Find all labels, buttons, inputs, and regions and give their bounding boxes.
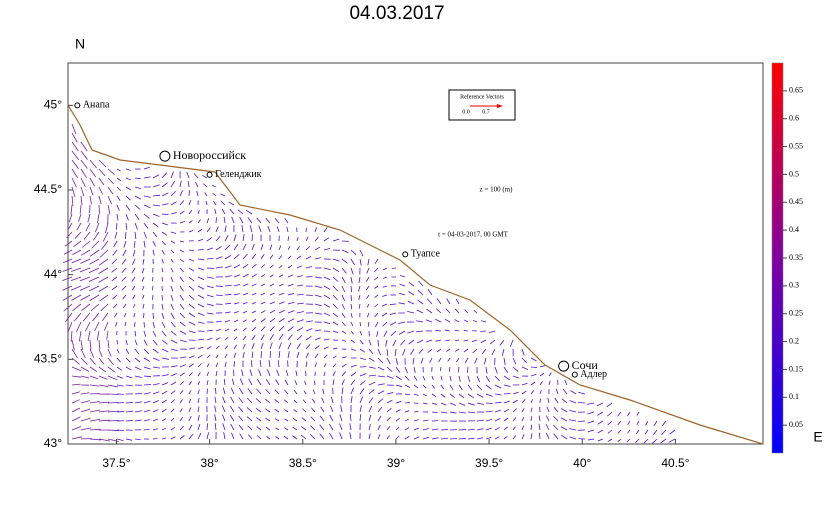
current-vector [152,277,153,281]
current-vector [351,295,352,301]
current-vector [306,295,313,296]
city-marker [160,151,170,161]
colorbar-label: 0.25 [789,309,803,318]
city-label: Геленджик [215,169,262,180]
current-vector [459,438,466,439]
y-tick-label: 44° [44,267,62,281]
city-label: Туапсе [411,249,441,260]
x-tick-label: 38° [201,456,219,470]
y-tick-label: 44.5° [34,182,62,196]
x-tick-label: 39° [387,456,405,470]
city-label: Новороссийск [173,148,246,162]
current-vector [144,384,151,385]
city-marker [207,172,212,177]
current-vector [486,403,493,404]
city-marker [559,361,569,371]
y-tick-label: 45° [44,98,62,112]
current-vector [225,294,231,295]
current-vector [432,412,438,413]
city-marker [403,252,408,257]
current-vector [126,420,133,421]
x-tick-label: 37.5° [102,456,130,470]
colorbar-label: 0.15 [789,364,803,373]
colorbar-label: 0.05 [789,420,803,429]
current-vector [99,205,100,214]
current-vector [578,402,585,403]
current-vector [189,190,190,196]
x-tick-label: 40° [573,456,591,470]
current-vector [481,331,486,332]
y-tick-label: 43.5° [34,352,62,366]
current-vector [162,277,163,282]
current-vector [531,367,537,368]
depth-note: z = 100 (m) [480,186,514,194]
city-label: Адлер [580,369,607,380]
colorbar-label: 0.4 [789,225,799,234]
current-vector [450,438,457,439]
reference-title: Reference Vectors [460,93,504,100]
city-marker [75,103,80,108]
current-vector [578,421,585,422]
current-vector [215,388,216,394]
reference-box: Reference Vectors 0.0 0.7 [449,90,515,120]
colorbar-label: 0.5 [789,169,799,178]
colorbar-label: 0.2 [789,336,799,345]
y-tick-label: 43° [44,436,62,450]
north-label: N [75,36,85,52]
time-note: t = 04-03-2017, 00 GMT [438,231,509,239]
colorbar-label: 0.55 [789,141,803,150]
x-tick-label: 38.5° [289,456,317,470]
colorbar-label: 0.35 [789,253,803,262]
reference-max: 0.7 [482,109,490,115]
current-vector [117,411,124,412]
city-marker [572,372,577,377]
current-vector [153,313,154,319]
reference-min: 0.0 [462,109,470,115]
colorbar-label: 0.6 [789,114,799,123]
colorbar [772,63,783,453]
colorbar-label: 0.45 [789,197,803,206]
colorbar-label: 0.65 [789,86,803,95]
title: 04.03.2017 [349,3,444,24]
current-vector [440,367,441,371]
colorbar-label: 0.1 [789,392,799,401]
colorbar-label: 0.3 [789,281,799,290]
x-tick-label: 39.5° [475,456,503,470]
current-vector [116,223,117,230]
city-label: Анапа [83,100,110,111]
east-label: E [813,429,822,445]
x-tick-label: 40.5° [661,456,689,470]
